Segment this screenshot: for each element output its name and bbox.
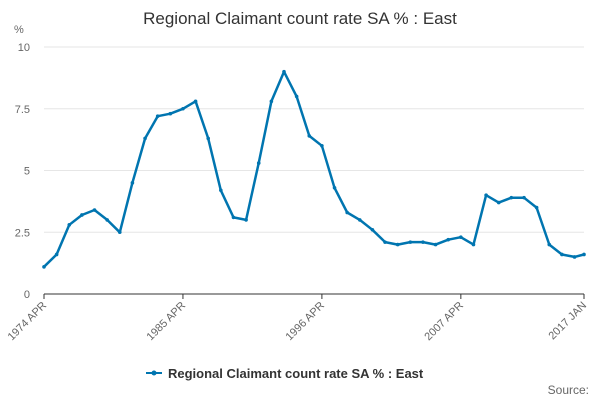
data-point[interactable] (307, 134, 312, 138)
series-line (42, 70, 586, 269)
y-tick-label: 0 (24, 289, 30, 301)
x-tick-label: 1974 APR (6, 300, 50, 344)
source-label: Source: (548, 383, 589, 397)
data-point[interactable] (582, 252, 586, 257)
data-point[interactable] (54, 252, 59, 257)
data-point[interactable] (509, 195, 514, 200)
data-point[interactable] (547, 242, 552, 247)
data-point[interactable] (522, 195, 526, 200)
data-point[interactable] (370, 227, 375, 232)
data-point[interactable] (421, 240, 425, 244)
data-point[interactable] (193, 99, 198, 104)
data-point[interactable] (433, 242, 438, 247)
data-point[interactable] (130, 181, 135, 185)
data-point[interactable] (181, 106, 185, 111)
data-point[interactable] (269, 99, 274, 104)
y-axis-tick-labels: 0 2.5 5 7.5 10 (15, 42, 30, 301)
data-point[interactable] (459, 235, 463, 239)
data-point[interactable] (256, 161, 261, 165)
y-tick-label: 7.5 (15, 104, 30, 116)
data-point[interactable] (206, 136, 211, 141)
data-point[interactable] (320, 144, 324, 148)
y-tick-label: 2.5 (15, 227, 30, 239)
x-tick-label: 1996 APR (283, 300, 327, 344)
data-point[interactable] (345, 210, 349, 215)
grid-lines (44, 46, 584, 233)
data-point[interactable] (155, 114, 160, 118)
y-tick-label: 10 (18, 42, 30, 54)
chart-title: Regional Claimant count rate SA % : East (143, 9, 457, 28)
data-point[interactable] (534, 205, 539, 210)
data-point[interactable] (395, 242, 400, 247)
y-tick-label: 5 (24, 166, 30, 178)
data-point[interactable] (143, 136, 147, 141)
data-point[interactable] (42, 265, 46, 269)
data-point[interactable] (572, 255, 577, 259)
data-point[interactable] (383, 240, 387, 244)
data-point[interactable] (294, 94, 299, 99)
data-point[interactable] (244, 218, 248, 222)
data-point[interactable] (67, 223, 72, 227)
data-point[interactable] (332, 185, 337, 190)
legend[interactable]: Regional Claimant count rate SA % : East (146, 366, 424, 381)
data-point[interactable] (231, 215, 236, 220)
series-layer (42, 69, 586, 269)
data-point[interactable] (219, 188, 223, 193)
data-point[interactable] (92, 208, 97, 212)
data-point[interactable] (357, 218, 362, 222)
x-axis-ticks: 1974 APR 1985 APR 1996 APR 2007 APR 2017 JAN (6, 294, 589, 344)
y-axis-unit-label: % (14, 24, 24, 36)
data-point[interactable] (446, 237, 451, 242)
x-tick-label: 2007 APR (422, 300, 466, 344)
data-point[interactable] (117, 230, 122, 235)
x-tick-label: 1985 APR (145, 300, 189, 344)
data-point[interactable] (408, 240, 413, 244)
x-tick-label: 2017 JAN (546, 300, 589, 343)
data-point[interactable] (560, 252, 564, 257)
data-point[interactable] (80, 213, 84, 217)
data-point[interactable] (484, 193, 488, 197)
data-point[interactable] (105, 218, 109, 222)
data-point[interactable] (168, 111, 173, 116)
legend-series-label: Regional Claimant count rate SA % : East (168, 366, 424, 381)
data-point[interactable] (496, 200, 501, 205)
legend-marker (151, 370, 157, 376)
data-point[interactable] (282, 69, 286, 74)
data-point[interactable] (471, 242, 476, 247)
